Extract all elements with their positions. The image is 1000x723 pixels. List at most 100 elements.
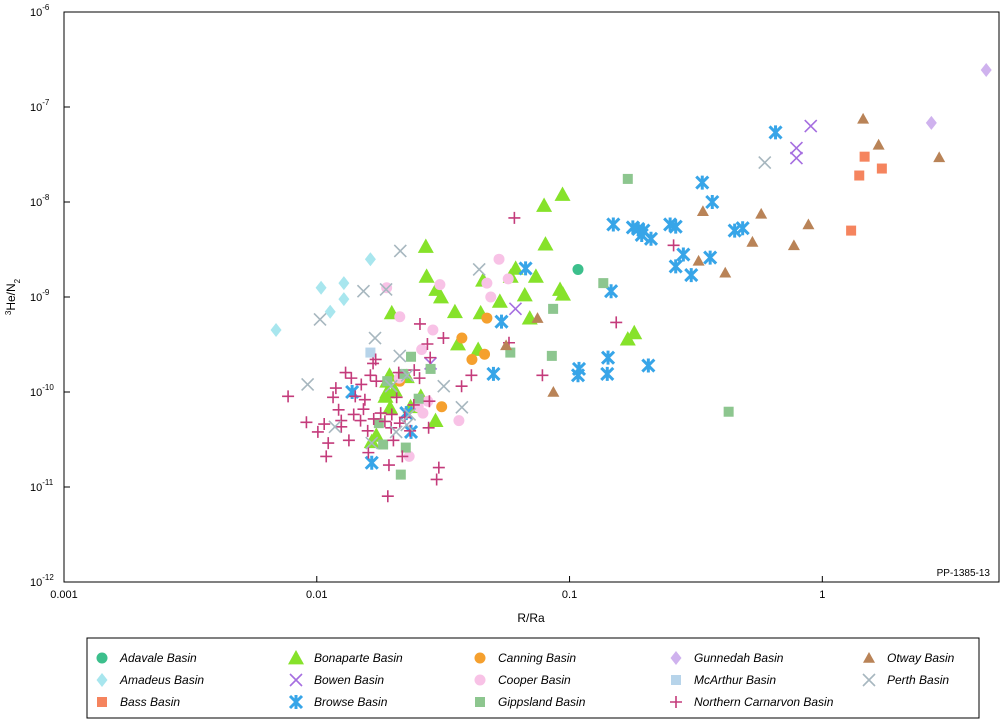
data-point xyxy=(925,115,937,130)
data-point xyxy=(374,407,387,420)
data-point xyxy=(508,302,523,316)
data-point xyxy=(453,415,465,427)
legend-label: Gunnedah Basin xyxy=(694,651,784,665)
data-point xyxy=(356,284,371,298)
data-point xyxy=(358,393,371,406)
data-point xyxy=(846,225,857,236)
legend-marker xyxy=(475,697,485,707)
data-point xyxy=(367,412,380,425)
x-tick-label: 1 xyxy=(819,589,825,601)
legend-label: Browse Basin xyxy=(314,695,388,709)
x-tick-label: 0.1 xyxy=(562,589,577,601)
data-point xyxy=(505,347,516,358)
legend-marker xyxy=(96,652,108,664)
data-point xyxy=(425,363,436,374)
data-point xyxy=(327,391,340,404)
legend-marker xyxy=(288,694,304,710)
data-point xyxy=(546,350,557,361)
data-point xyxy=(500,339,513,351)
data-point xyxy=(481,277,493,289)
data-point xyxy=(404,424,417,437)
legend-item: Bass Basin xyxy=(97,695,180,709)
data-point xyxy=(727,223,742,238)
data-point xyxy=(547,386,560,397)
data-point xyxy=(403,424,419,439)
data-point xyxy=(413,317,426,330)
data-point xyxy=(400,368,414,382)
data-point xyxy=(301,377,315,392)
data-point xyxy=(554,286,571,301)
data-point xyxy=(396,450,409,463)
legend-marker xyxy=(670,651,682,665)
data-point xyxy=(423,395,436,408)
legend-label: Perth Basin xyxy=(887,673,949,687)
data-point xyxy=(610,316,623,329)
data-point xyxy=(329,382,342,395)
data-point xyxy=(381,490,394,503)
data-point xyxy=(398,411,411,424)
legend-item: Cooper Basin xyxy=(474,673,571,687)
data-point xyxy=(787,239,800,251)
data-point xyxy=(571,361,587,376)
data-point xyxy=(804,119,818,133)
legend: Adavale Basin Amadeus Basin Bass Basin Bona… xyxy=(96,650,955,710)
data-point xyxy=(365,347,376,358)
data-point xyxy=(384,379,398,393)
data-point xyxy=(668,219,683,234)
data-point xyxy=(494,314,509,329)
legend-label: Cooper Basin xyxy=(498,673,571,687)
data-point xyxy=(600,350,616,365)
data-point xyxy=(427,412,444,427)
data-point xyxy=(481,312,493,324)
data-point xyxy=(300,416,313,429)
data-point xyxy=(455,380,468,393)
data-point xyxy=(379,282,393,297)
data-point xyxy=(491,293,508,308)
data-point xyxy=(395,469,406,480)
data-point xyxy=(695,175,710,190)
data-point xyxy=(554,186,571,201)
y-tick-label: 10-10 xyxy=(30,383,54,399)
data-point xyxy=(802,218,815,230)
legend-item: Amadeus Basin xyxy=(96,673,204,687)
data-point xyxy=(854,170,865,181)
data-point xyxy=(322,437,335,450)
data-point xyxy=(338,292,350,307)
data-point xyxy=(349,390,362,403)
data-point xyxy=(400,442,411,453)
data-point xyxy=(390,391,403,404)
data-point xyxy=(394,311,406,323)
legend-label: Bass Basin xyxy=(120,695,180,709)
data-point xyxy=(313,312,327,327)
data-point xyxy=(338,276,350,291)
data-point xyxy=(368,331,382,345)
data-point xyxy=(364,252,376,267)
data-point xyxy=(684,268,699,283)
y-axis-title: 3He/N2 xyxy=(4,278,22,315)
data-point xyxy=(696,205,709,217)
data-point xyxy=(667,239,680,252)
data-point xyxy=(315,280,327,295)
legend-label: Bonaparte Basin xyxy=(314,651,403,665)
data-point xyxy=(413,393,424,404)
data-point xyxy=(407,398,420,411)
data-point xyxy=(362,446,375,459)
data-point xyxy=(606,217,621,232)
legend-item: Gunnedah Basin xyxy=(670,651,784,665)
y-tick-label: 10-12 xyxy=(30,573,54,589)
legend-item: Adavale Basin xyxy=(96,651,197,665)
data-point xyxy=(465,369,478,382)
data-point xyxy=(339,366,352,379)
data-point xyxy=(676,247,691,262)
data-point xyxy=(320,450,333,463)
data-point xyxy=(789,141,804,155)
legend-label: Northern Carnarvon Basin xyxy=(694,695,834,709)
data-point xyxy=(357,403,370,416)
data-point xyxy=(417,238,434,253)
data-point xyxy=(485,291,497,303)
data-point xyxy=(758,156,772,170)
data-point xyxy=(537,236,554,251)
data-point xyxy=(392,366,405,379)
legend-box xyxy=(86,637,980,719)
data-point xyxy=(355,378,368,391)
